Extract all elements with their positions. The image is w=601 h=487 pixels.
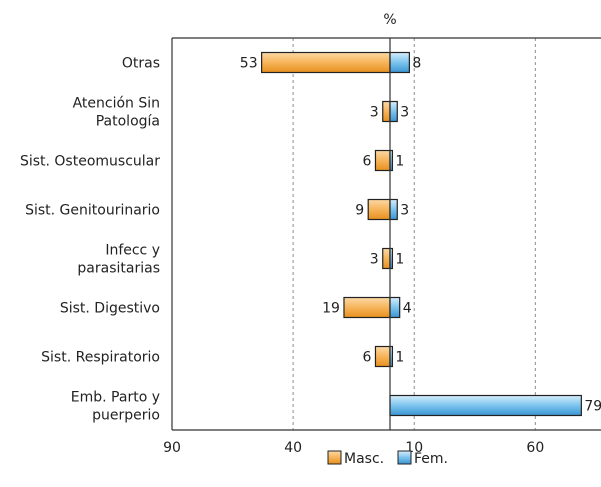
bar-masc	[374, 149, 391, 172]
legend-swatch	[397, 450, 412, 465]
data-label: 79	[584, 399, 601, 415]
category-label: Sist. Digestivo	[60, 301, 160, 317]
value-labels: 53 83 36 19 33 119 46 179	[240, 56, 601, 415]
data-label: 1	[395, 252, 404, 268]
category-label: Atención Sin	[73, 96, 160, 112]
grid-lines	[292, 38, 536, 430]
x-tick-label: 60	[526, 440, 544, 456]
category-label: Infecc y	[105, 243, 160, 259]
x-tick-labels: 90 40 10 60	[163, 440, 544, 456]
bar-fem	[389, 51, 410, 74]
category-label: Sist. Genitourinario	[25, 203, 160, 219]
category-label: Patología	[96, 114, 160, 130]
data-label: 3	[370, 252, 379, 268]
data-label: 1	[395, 154, 404, 170]
x-tick-label: 90	[163, 440, 181, 456]
data-label: 53	[240, 56, 258, 72]
category-label: Emb. Parto y	[71, 390, 160, 406]
data-label: 6	[363, 350, 372, 366]
bars	[261, 51, 582, 417]
category-label: Sist. Osteomuscular	[20, 154, 160, 170]
legend-label: Fem.	[414, 451, 448, 467]
data-label: 4	[403, 301, 412, 317]
category-label: Sist. Respiratorio	[41, 350, 160, 366]
data-label: 8	[412, 56, 421, 72]
category-label: puerperio	[92, 408, 160, 424]
bar-fem	[389, 296, 401, 319]
bar-masc	[367, 198, 391, 221]
bar-masc	[343, 296, 391, 319]
category-label: Otras	[122, 56, 160, 72]
bar-fem	[389, 100, 398, 123]
unit-label: %	[383, 12, 396, 28]
x-tick-label: 40	[284, 440, 302, 456]
axes	[171, 37, 601, 431]
bar-masc	[382, 100, 391, 123]
bar-masc	[382, 247, 391, 270]
data-label: 6	[363, 154, 372, 170]
category-labels: Otras Atención Sin Patología Sist. Osteomus…	[20, 56, 160, 424]
bar-masc	[374, 345, 391, 368]
bar-fem	[389, 394, 582, 417]
data-label: 3	[370, 105, 379, 121]
category-label: parasitarias	[77, 261, 160, 277]
bar-fem	[389, 198, 398, 221]
data-label: 19	[322, 301, 340, 317]
data-label: 3	[400, 203, 409, 219]
data-label: 1	[395, 350, 404, 366]
legend: Masc. Fem.	[327, 450, 448, 467]
data-label: 9	[355, 203, 364, 219]
legend-swatch	[327, 450, 342, 465]
bar-masc	[261, 51, 391, 74]
data-label: 3	[400, 105, 409, 121]
legend-label: Masc.	[344, 451, 384, 467]
